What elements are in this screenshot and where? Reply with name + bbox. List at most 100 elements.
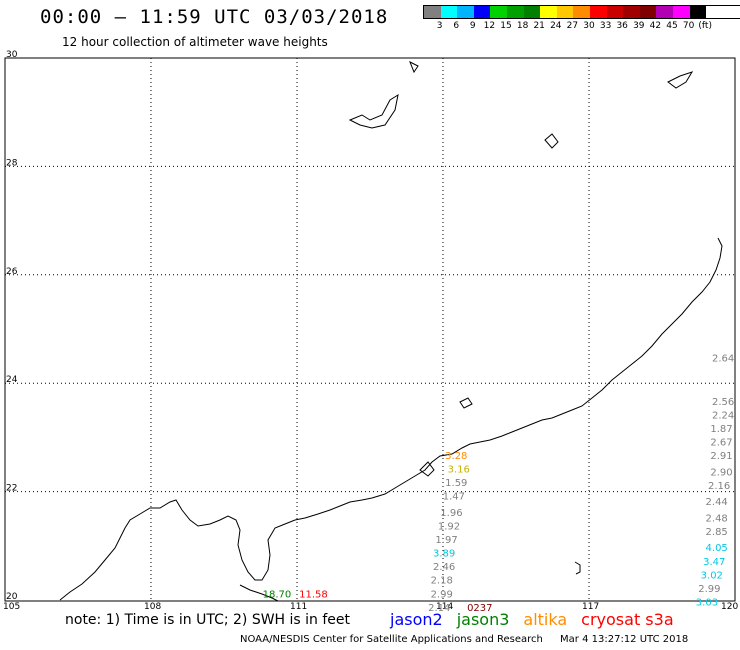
wave-height-label: 11.58	[299, 589, 328, 600]
wave-height-label: 2.90	[710, 467, 732, 478]
scale-label: 9	[469, 21, 476, 31]
scale-label: 39	[633, 21, 645, 31]
scale-label: 12	[483, 21, 496, 31]
latitude-label: 24	[6, 375, 18, 385]
scale-swatch	[656, 6, 673, 18]
lake-taihu	[667, 71, 694, 89]
satellite-legend-item: cryosat s3a	[581, 610, 674, 629]
wave-height-label: 2.99	[431, 589, 453, 600]
map-frame	[4, 57, 736, 602]
scale-swatch	[506, 6, 524, 18]
wave-height-label: 3.16	[448, 465, 470, 476]
wave-height-label: 1.87	[710, 424, 732, 435]
lake-north	[409, 60, 419, 74]
island-outlying	[459, 397, 473, 409]
longitude-label: 105	[3, 602, 20, 612]
wave-height-label: 3.47	[703, 557, 725, 568]
scale-swatch	[573, 6, 590, 18]
lake-poyang	[348, 93, 399, 129]
latitude-label: 30	[6, 50, 18, 60]
color-scale-swatches	[423, 5, 740, 19]
wave-height-label: 2.67	[710, 438, 732, 449]
wave-height-observations: 2.64 2.56 2.24 1.87 2.67 2.91 2.90 2.16 2.44 2.48…	[263, 354, 735, 614]
wave-height-label: 4.05	[706, 543, 728, 554]
scale-label: 21	[533, 21, 545, 31]
wave-height-color-scale: 3 6 9 12 15 18 21 24 27 30 33 36 39 42 45 70 (ft)	[423, 5, 740, 31]
wave-height-label: 2.24	[712, 410, 734, 421]
scale-swatch	[457, 6, 474, 18]
generation-timestamp: Mar 4 13:27:12 UTC 2018	[560, 634, 689, 645]
scale-swatch	[589, 6, 607, 18]
wave-height-label: 3.89	[433, 549, 455, 560]
wave-height-label: 2.44	[706, 497, 728, 508]
wave-height-label: 2.99	[698, 584, 720, 595]
coastline	[59, 60, 723, 602]
scale-swatch	[639, 6, 657, 18]
scale-swatch	[490, 6, 507, 18]
satellite-legend-item: altika	[523, 610, 568, 629]
scale-swatch	[623, 6, 640, 18]
lake-east	[544, 133, 559, 149]
satellite-legend-item: jason2	[390, 610, 443, 629]
coastline-hainan-north	[239, 584, 279, 602]
longitude-label: 117	[582, 602, 599, 612]
scale-swatch	[440, 6, 458, 18]
note-text: note: 1) Time is in UTC; 2) SWH is in fe…	[65, 612, 351, 628]
satellite-legend: jason2 jason3 altika cryosat s3a	[390, 610, 688, 629]
scale-label: 24	[550, 21, 562, 31]
scale-label: 36	[616, 21, 628, 31]
scale-label: 18	[516, 21, 529, 31]
scale-label: (ft)	[698, 21, 712, 31]
longitude-label: 114	[436, 602, 453, 612]
wave-height-label: 2.14	[428, 603, 450, 614]
page-subtitle: 12 hour collection of altimeter wave hei…	[62, 35, 328, 49]
longitude-labels: 105 108 111 114 117 120	[3, 602, 738, 612]
scale-swatch	[523, 6, 541, 18]
scale-label: 15	[500, 21, 512, 31]
wave-height-label: 2.48	[706, 513, 728, 524]
scale-swatch	[606, 6, 624, 18]
satellite-legend-item: jason3	[456, 610, 510, 629]
wave-height-label: 2.18	[431, 576, 453, 587]
latitude-label: 20	[6, 592, 18, 602]
wave-height-label: 1.97	[435, 535, 457, 546]
scale-swatch	[556, 6, 574, 18]
wave-height-label: 2.85	[706, 527, 728, 538]
latitude-label: 22	[6, 484, 17, 494]
wave-height-label: 2.56	[712, 397, 734, 408]
footer-credit: NOAA/NESDIS Center for Satellite Applica…	[240, 634, 688, 645]
wave-height-label: 1.47	[443, 492, 465, 503]
scale-swatch	[473, 6, 491, 18]
coastline-dongshan-spot	[574, 561, 581, 575]
longitude-label: 108	[144, 602, 161, 612]
wave-height-label: 2.64	[712, 354, 734, 365]
latitude-label: 28	[6, 158, 18, 168]
credit-text: NOAA/NESDIS Center for Satellite Applica…	[240, 634, 543, 645]
scale-label: 27	[566, 21, 579, 31]
map-grid	[5, 58, 735, 600]
scale-label: 45	[666, 21, 678, 31]
scale-label: 3	[436, 21, 443, 31]
scale-swatch	[689, 6, 707, 18]
wave-height-label: 0237	[467, 603, 492, 614]
scale-label: 33	[599, 21, 612, 31]
wave-height-label: 3.02	[701, 570, 723, 581]
color-scale-labels: 3 6 9 12 15 18 21 24 27 30 33 36 39 42 45 70 (ft)	[423, 19, 740, 31]
coastline-south-china	[59, 237, 723, 601]
scale-swatch	[672, 6, 690, 18]
wave-height-label: 3.03	[696, 597, 718, 608]
scale-label: 6	[453, 21, 460, 31]
scale-swatch	[540, 6, 557, 18]
longitude-label: 111	[290, 602, 307, 612]
island-pearl-river	[419, 461, 435, 477]
wave-height-label: 1.59	[445, 478, 467, 489]
scale-label: 42	[649, 21, 662, 31]
wave-height-label: 1.96	[440, 508, 462, 519]
wave-height-label: 2.91	[710, 451, 732, 462]
page-title: 00:00 – 11:59 UTC 03/03/2018	[40, 6, 389, 28]
wave-height-label: 2.16	[708, 481, 730, 492]
longitude-label: 120	[721, 602, 738, 612]
scale-swatch	[424, 6, 441, 18]
wave-height-label: 1.92	[438, 522, 460, 533]
